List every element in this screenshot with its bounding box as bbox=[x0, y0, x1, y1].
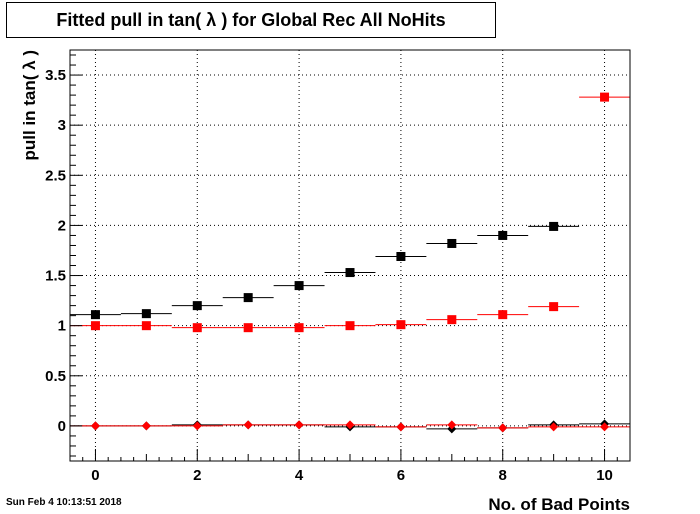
data-point-square bbox=[345, 321, 355, 331]
data-point-square bbox=[345, 268, 355, 278]
data-point-square bbox=[141, 321, 151, 331]
data-point-diamond bbox=[498, 423, 508, 433]
x-tick-label: 0 bbox=[91, 467, 99, 484]
data-point-diamond bbox=[549, 422, 559, 432]
x-tick-label: 8 bbox=[499, 467, 507, 484]
data-point-square bbox=[447, 315, 457, 325]
data-point-diamond bbox=[243, 420, 253, 430]
data-point-diamond bbox=[192, 421, 202, 431]
data-point-square bbox=[498, 310, 508, 320]
y-tick-label: 0 bbox=[58, 418, 66, 435]
y-tick-label: 1 bbox=[58, 318, 66, 335]
plot-frame bbox=[69, 49, 631, 462]
data-point-diamond bbox=[345, 420, 355, 430]
data-points bbox=[70, 92, 630, 434]
data-point-square bbox=[396, 320, 406, 330]
x-tick-label: 2 bbox=[193, 467, 201, 484]
data-point-diamond bbox=[90, 421, 100, 431]
data-point-square bbox=[192, 301, 202, 311]
data-point-square bbox=[549, 302, 559, 312]
datestamp: Sun Feb 4 10:13:51 2018 bbox=[6, 497, 122, 508]
chart-title: Fitted pull in tan( λ ) for Global Rec A… bbox=[56, 9, 446, 30]
y-tick-label: 2.5 bbox=[45, 167, 66, 184]
data-point-diamond bbox=[396, 422, 406, 432]
y-tick-label: 1.5 bbox=[45, 268, 66, 285]
data-point-square bbox=[243, 323, 253, 333]
data-point-square bbox=[600, 92, 610, 102]
data-point-square bbox=[90, 310, 100, 320]
data-point-square bbox=[396, 252, 406, 262]
y-tick-label: 3 bbox=[58, 117, 66, 134]
y-axis-label: pull in tan( λ ) bbox=[20, 50, 39, 161]
y-tick-label: 3.5 bbox=[45, 67, 66, 84]
data-point-diamond bbox=[141, 421, 151, 431]
data-point-square bbox=[90, 321, 100, 331]
data-point-square bbox=[141, 309, 151, 319]
grid bbox=[70, 50, 630, 461]
data-point-diamond bbox=[294, 420, 304, 430]
x-tick-label: 4 bbox=[295, 467, 304, 484]
data-point-diamond bbox=[447, 420, 457, 430]
y-tick-label: 0.5 bbox=[45, 368, 66, 385]
x-tick-label: 10 bbox=[596, 467, 613, 484]
data-point-diamond bbox=[600, 422, 610, 432]
data-point-square bbox=[294, 323, 304, 333]
data-point-square bbox=[192, 323, 202, 333]
x-axis-label: No. of Bad Points bbox=[488, 495, 630, 514]
axes: 0 2 4 6 8 10 0 0.5 1 1.5 2 2.5 3 3.5 bbox=[45, 54, 631, 484]
data-point-square bbox=[294, 281, 304, 291]
chart-title-box: Fitted pull in tan( λ ) for Global Rec A… bbox=[6, 2, 496, 38]
x-tick-label: 6 bbox=[397, 467, 405, 484]
data-point-square bbox=[549, 221, 559, 231]
data-point-square bbox=[243, 293, 253, 303]
data-point-square bbox=[447, 238, 457, 248]
data-point-square bbox=[498, 230, 508, 240]
y-tick-label: 2 bbox=[58, 217, 66, 234]
